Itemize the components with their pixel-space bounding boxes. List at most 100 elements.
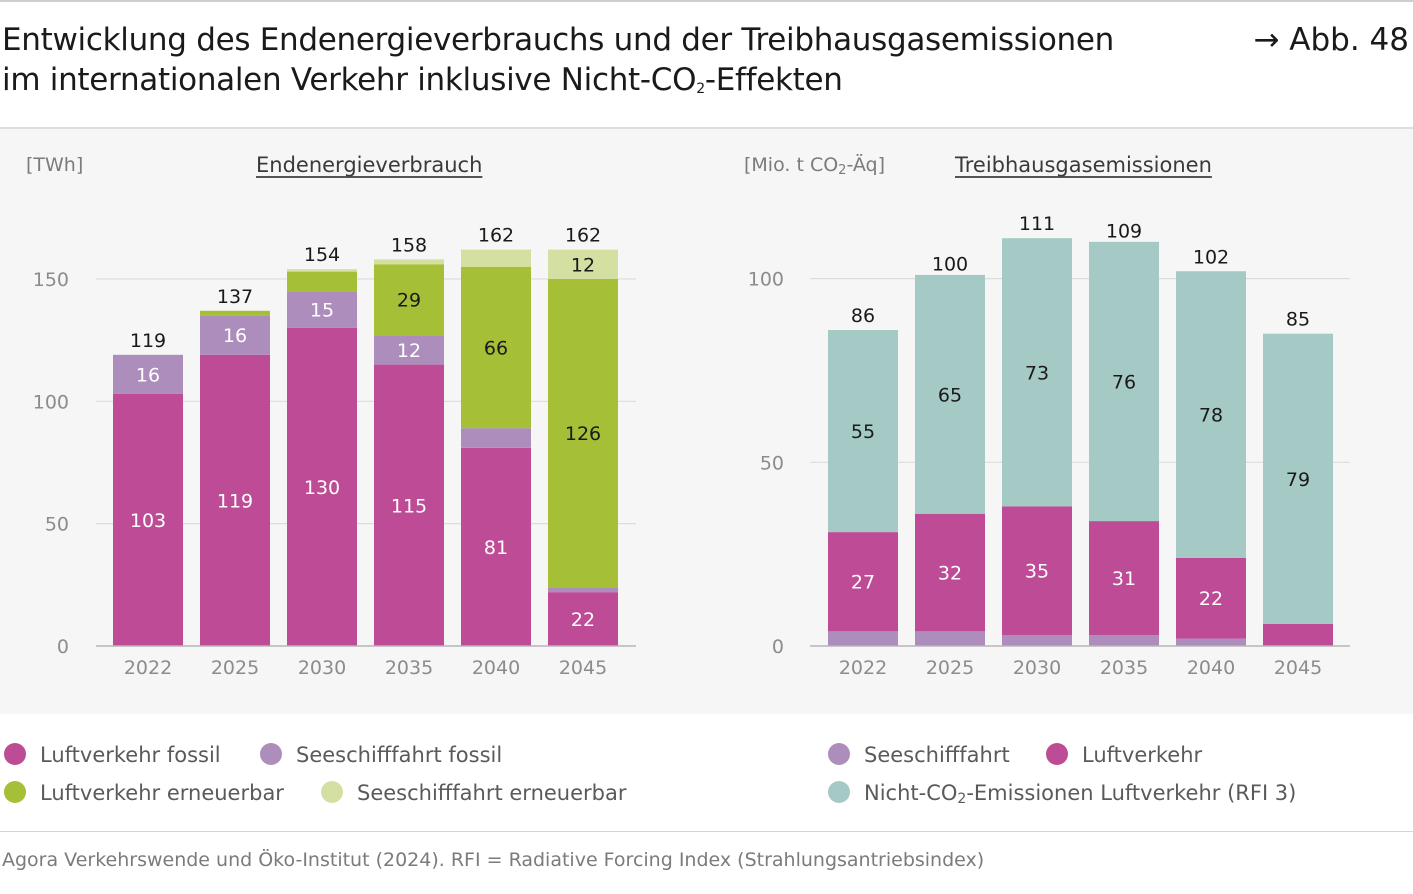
total-label: 111 (1019, 213, 1055, 235)
legend-swatch (4, 743, 26, 765)
legend-swatch (828, 743, 850, 765)
total-label: 109 (1106, 221, 1142, 243)
legend-swatch (321, 781, 343, 803)
legend-item-luftverkehr: Luftverkehr (1046, 740, 1202, 770)
y-tick-label: 150 (33, 269, 69, 291)
bar-segment (828, 631, 898, 646)
data-label: 73 (1025, 362, 1049, 384)
x-tick-label: 2025 (211, 657, 259, 679)
legend-swatch (828, 781, 850, 803)
x-tick-label: 2022 (124, 657, 172, 679)
bar-segment (374, 364, 444, 646)
total-label: 162 (478, 225, 514, 247)
bar-segment (1176, 557, 1246, 639)
x-tick-label: 2040 (472, 657, 520, 679)
data-label: 27 (851, 572, 875, 594)
bar-segment (461, 447, 531, 646)
data-label: 126 (565, 423, 601, 445)
total-label: 137 (217, 286, 253, 308)
data-label: 22 (571, 609, 595, 631)
chart-title: Entwicklung des Endenergieverbrauchs und… (2, 20, 1202, 109)
bar-segment (915, 513, 985, 632)
data-label: 119 (217, 490, 253, 512)
total-label: 119 (130, 330, 166, 352)
header-divider (0, 127, 1413, 129)
legend-item-luftverkehr-fossil: Luftverkehr fossil (4, 740, 221, 770)
legend-swatch (260, 743, 282, 765)
total-label: 102 (1193, 246, 1229, 268)
unit-label-emissions: [Mio. t CO2-Äq] (744, 154, 886, 178)
bar-segment (287, 271, 357, 292)
total-label: 100 (932, 254, 968, 276)
bar-segment (287, 269, 357, 272)
bar-segment (1089, 521, 1159, 635)
bar-segment (548, 249, 618, 279)
bar-segment (374, 259, 444, 265)
source-note: Agora Verkehrswende und Öko-Institut (20… (2, 849, 985, 871)
data-label: 35 (1025, 561, 1049, 583)
data-label: 66 (484, 337, 508, 359)
bar-segment (200, 354, 270, 646)
x-tick-label: 2040 (1187, 657, 1235, 679)
y-tick-label: 50 (760, 452, 784, 474)
bar-segment (1263, 333, 1333, 624)
x-tick-label: 2045 (559, 657, 607, 679)
x-tick-label: 2045 (1274, 657, 1322, 679)
title-line-1: Entwicklung des Endenergieverbrauchs und… (2, 22, 1115, 58)
charts-svg: 0 50 100 150 103 16 119 2022 119 16 137 2025 130 15 15… (33, 213, 1350, 679)
data-label: 55 (851, 421, 875, 443)
bar-segment (113, 354, 183, 394)
data-label: 76 (1112, 371, 1136, 393)
data-label: 22 (1199, 588, 1223, 610)
data-label: 16 (136, 364, 160, 386)
title-line-2: im internationalen Verkehr inklusive Nic… (2, 62, 843, 98)
x-tick-label: 2030 (1013, 657, 1061, 679)
total-label: 158 (391, 234, 427, 256)
bar-segment (1176, 638, 1246, 646)
data-label: 81 (484, 537, 508, 559)
y-tick-label: 0 (772, 636, 784, 658)
bar-segment (548, 592, 618, 646)
data-label: 115 (391, 495, 427, 517)
data-label: 15 (310, 300, 334, 322)
bar-segment (113, 393, 183, 646)
total-label: 85 (1286, 309, 1310, 331)
bar-segment (200, 315, 270, 355)
total-label: 162 (565, 225, 601, 247)
data-label: 16 (223, 325, 247, 347)
data-label: 103 (130, 510, 166, 532)
legend-item-nicht-co2: Nicht-CO2-Emissionen Luftverkehr (RFI 3) (828, 778, 1296, 808)
x-tick-label: 2035 (1100, 657, 1148, 679)
data-label: 130 (304, 477, 340, 499)
bar-segment (915, 274, 985, 514)
total-label: 86 (851, 305, 875, 327)
data-label: 32 (938, 563, 962, 585)
y-tick-label: 0 (57, 636, 69, 658)
bar-segment (461, 428, 531, 448)
data-label: 31 (1112, 568, 1136, 590)
data-label: 12 (571, 254, 595, 276)
y-tick-label: 100 (33, 391, 69, 413)
bar-segment (915, 631, 985, 646)
data-label: 79 (1286, 469, 1310, 491)
legend-item-luftverkehr-erneuerbar: Luftverkehr erneuerbar (4, 778, 284, 808)
bar-segment (287, 327, 357, 646)
unit-label-energy: [TWh] (26, 154, 84, 176)
data-label: 65 (938, 384, 962, 406)
bar-segment (1176, 271, 1246, 558)
bar-segment (1089, 634, 1159, 646)
legend-swatch (4, 781, 26, 803)
bar-segment (1002, 634, 1072, 646)
bar-segment (200, 310, 270, 316)
y-tick-label: 100 (748, 269, 784, 291)
bar-segment (1002, 238, 1072, 507)
bar-segment (828, 532, 898, 632)
x-tick-label: 2022 (839, 657, 887, 679)
y-tick-label: 50 (45, 514, 69, 536)
legend-item-seeschifffahrt: Seeschifffahrt (828, 740, 1010, 770)
panel-title-energy: Endenergieverbrauch (256, 153, 483, 177)
bar-segment (287, 291, 357, 328)
data-label: 29 (397, 290, 421, 312)
bar-segment (828, 330, 898, 533)
x-tick-label: 2030 (298, 657, 346, 679)
